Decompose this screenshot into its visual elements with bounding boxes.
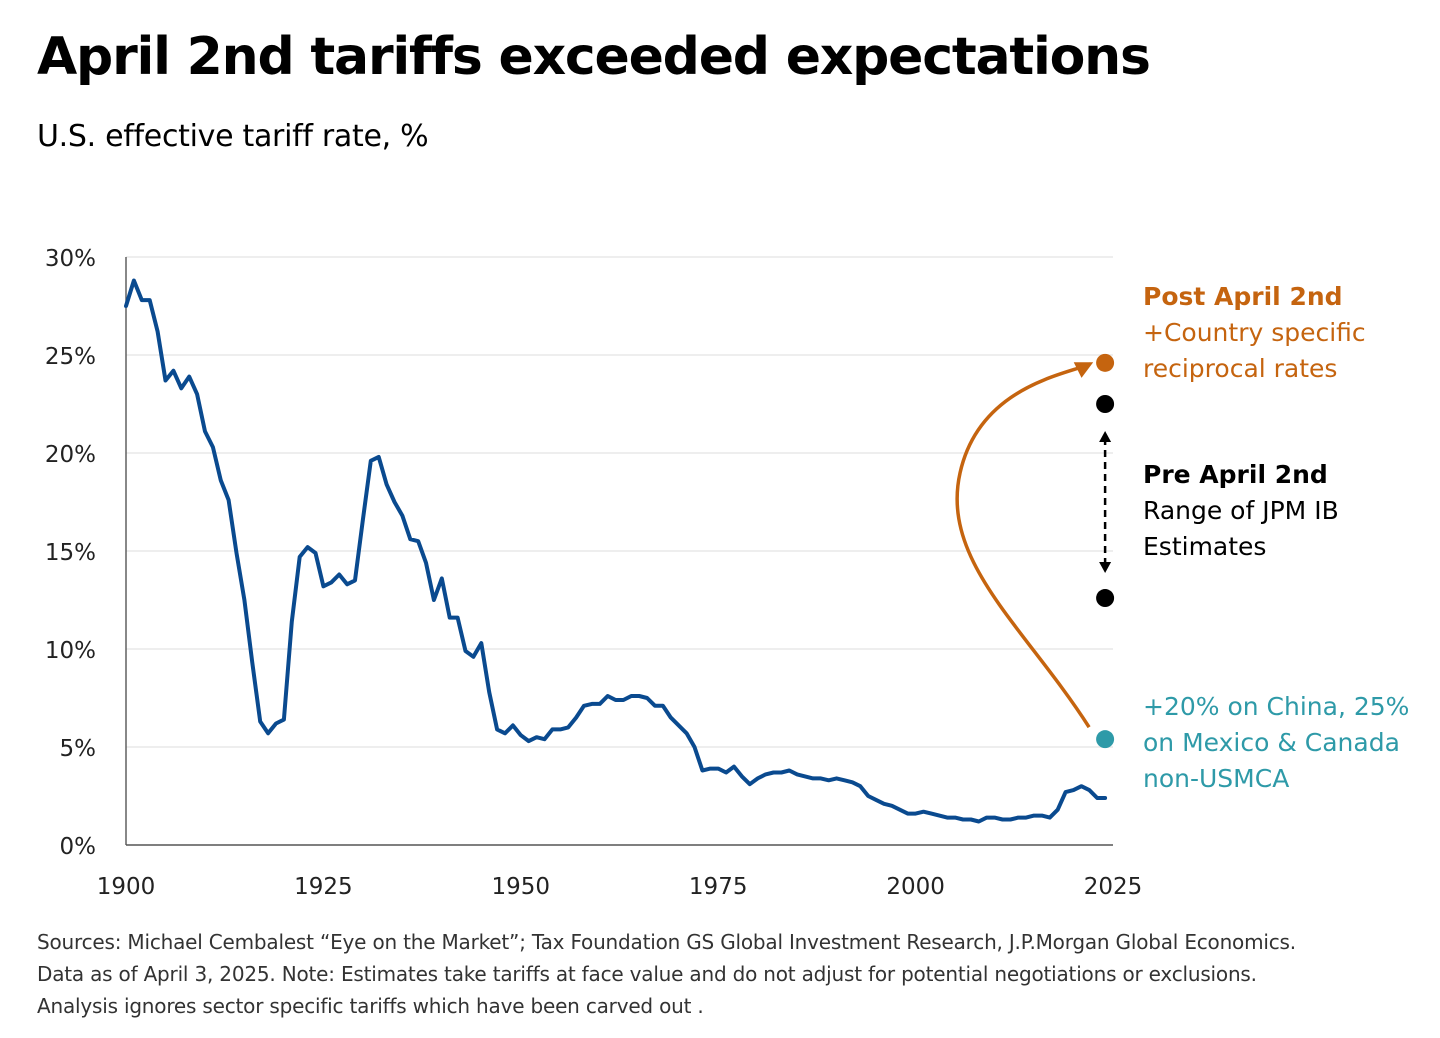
x-tick-label-1975: 1975 <box>689 874 748 900</box>
chart-title: April 2nd tariffs exceeded expectations <box>37 27 1151 87</box>
pre-april-annotation: Pre April 2nd Range of JPM IB Estimates <box>1143 460 1339 561</box>
china-point <box>1096 730 1115 749</box>
pre-april-line2: Estimates <box>1143 532 1266 561</box>
y-tick-label-25: 25% <box>45 344 96 370</box>
x-tick-label-2000: 2000 <box>886 874 945 900</box>
series-line-0 <box>124 278 1108 824</box>
post-april-annotation: Post April 2nd +Country specific recipro… <box>1143 282 1366 383</box>
y-tick-label-15: 15% <box>45 540 96 566</box>
post-april-line1: +Country specific <box>1143 318 1366 347</box>
footnote-sources: Sources: Michael Cembalest “Eye on the M… <box>37 930 1296 954</box>
footnote-data-note: Data as of April 3, 2025. Note: Estimate… <box>37 962 1257 986</box>
post-april-title: Post April 2nd <box>1143 282 1343 311</box>
pre-april-low-point <box>1096 589 1115 608</box>
curved-arrow <box>955 362 1094 729</box>
china-line3: non-USMCA <box>1143 764 1289 793</box>
pre-april-title: Pre April 2nd <box>1143 460 1328 489</box>
series-layer <box>124 278 1108 824</box>
china-line2: on Mexico & Canada <box>1143 728 1400 757</box>
x-tick-label-1925: 1925 <box>294 874 353 900</box>
pre-april-high-point <box>1096 395 1115 413</box>
tariff-chart: 0% 5% 10% 15% 20% 25% 30% 1900 1925 1950 1975 2000 2… <box>45 246 1410 900</box>
chart-subtitle: U.S. effective tariff rate, % <box>37 119 429 154</box>
estimate-layer <box>955 353 1115 749</box>
post-april-point <box>1096 353 1115 372</box>
y-tick-label-0: 0% <box>60 834 97 860</box>
y-tick-label-5: 5% <box>60 736 97 762</box>
y-tick-label-20: 20% <box>45 442 96 468</box>
axes: 0% 5% 10% 15% 20% 25% 30% 1900 1925 1950 1975 2000 2… <box>45 246 1142 900</box>
y-tick-label-10: 10% <box>45 638 96 664</box>
pre-range-arrow-down <box>1099 562 1112 574</box>
x-tick-label-2025: 2025 <box>1084 874 1143 900</box>
china-line1: +20% on China, 25% <box>1143 692 1409 721</box>
pre-april-line1: Range of JPM IB <box>1143 496 1339 525</box>
x-tick-label-1900: 1900 <box>97 874 156 900</box>
gridlines <box>126 256 1113 748</box>
china-annotation: +20% on China, 25% on Mexico & Canada no… <box>1143 692 1409 793</box>
y-tick-label-30: 30% <box>45 246 96 272</box>
post-april-line2: reciprocal rates <box>1143 354 1337 383</box>
footnote-analysis: Analysis ignores sector specific tariffs… <box>37 994 704 1018</box>
x-tick-label-1950: 1950 <box>492 874 551 900</box>
footnotes: Sources: Michael Cembalest “Eye on the M… <box>37 926 1417 1022</box>
pre-range-arrow-up <box>1099 431 1112 442</box>
